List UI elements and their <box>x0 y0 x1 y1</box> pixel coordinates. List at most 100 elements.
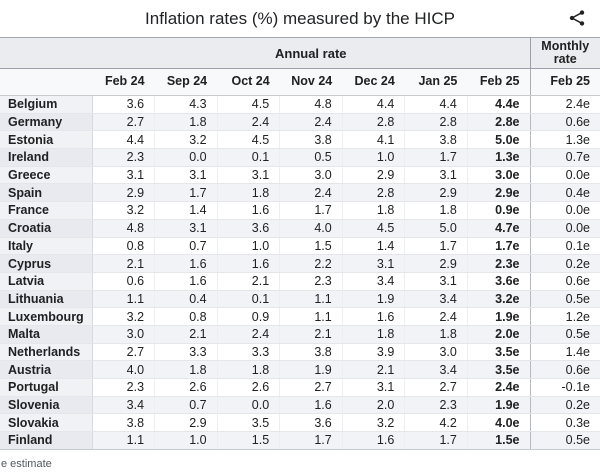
country-label: Malta <box>0 325 93 344</box>
country-label: Luxembourg <box>0 307 93 326</box>
table-row: Spain 2.9 1.7 1.8 2.4 2.8 2.9 2.9e 0.4e <box>0 183 600 203</box>
annual-value: 3.0 <box>92 325 155 344</box>
country-label: Portugal <box>0 378 93 397</box>
annual-value: 3.6 <box>216 219 280 238</box>
annual-feb25-value: 2.0e <box>466 325 530 344</box>
annual-feb25-value: 3.0e <box>466 166 530 185</box>
annual-feb25-value: 1.7e <box>466 237 530 256</box>
annual-value: 3.3 <box>216 343 280 362</box>
table-row: Netherlands 2.7 3.3 3.3 3.8 3.9 3.0 3.5e 1.4e <box>0 343 600 362</box>
annual-value: 2.9 <box>92 183 155 203</box>
annual-value: 1.1 <box>92 290 155 309</box>
annual-value: 2.7 <box>92 113 155 132</box>
monthly-value: 1.2e <box>529 307 600 326</box>
monthly-value: 0.0e <box>529 166 600 185</box>
annual-value: 1.8 <box>154 113 218 132</box>
annual-value: 3.2 <box>341 413 405 433</box>
monthly-value: 0.7e <box>529 148 600 167</box>
annual-value: 3.5 <box>216 413 280 433</box>
annual-feb25-value: 2.8e <box>466 113 530 132</box>
country-label: Belgium <box>0 95 93 114</box>
monthly-value: 2.4e <box>529 95 600 114</box>
annual-value: 2.8 <box>341 113 405 132</box>
column-header-dec24: Dec 24 <box>342 68 405 96</box>
annual-value: 1.6 <box>341 307 405 326</box>
country-label: Slovakia <box>0 413 93 433</box>
country-label: Austria <box>0 360 93 379</box>
annual-value: 1.0 <box>216 237 280 256</box>
annual-value: 3.8 <box>279 343 343 362</box>
annual-value: 0.1 <box>216 290 280 309</box>
annual-feb25-value: 1.9e <box>466 307 530 326</box>
header-month-row: Feb 24 Sep 24 Oct 24 Nov 24 Dec 24 Jan 2… <box>0 68 600 96</box>
annual-value: 1.6 <box>341 431 405 450</box>
monthly-value: 0.5e <box>529 325 600 344</box>
monthly-value: 1.3e <box>529 130 600 150</box>
table-row: Cyprus 2.1 1.6 1.6 2.2 3.1 2.9 2.3e 0.2e <box>0 254 600 273</box>
annual-value: 3.1 <box>341 254 405 273</box>
column-header-feb24: Feb 24 <box>92 68 155 96</box>
monthly-value: 0.5e <box>529 290 600 309</box>
annual-value: 1.6 <box>216 254 280 273</box>
annual-value: 1.6 <box>154 254 218 273</box>
annual-feb25-value: 2.3e <box>466 254 530 273</box>
country-label: Greece <box>0 166 93 185</box>
table-row: Slovenia 3.4 0.7 0.0 1.6 2.0 2.3 1.9e 0.2e <box>0 396 600 415</box>
annual-value: 0.6 <box>92 272 155 291</box>
annual-value: 1.1 <box>279 290 343 309</box>
table-row: Belgium 3.6 4.3 4.5 4.8 4.4 4.4 4.4e 2.4e <box>0 95 600 114</box>
annual-feb25-value: 3.2e <box>466 290 530 309</box>
annual-value: 4.4 <box>404 95 468 114</box>
annual-value: 2.9 <box>404 254 468 273</box>
country-label: Germany <box>0 113 93 132</box>
annual-value: 3.8 <box>404 130 468 150</box>
table-row: Portugal 2.3 2.6 2.6 2.7 3.1 2.7 2.4e -0.1e <box>0 378 600 397</box>
monthly-value: -0.1e <box>529 378 600 397</box>
country-label: Netherlands <box>0 343 93 362</box>
annual-value: 4.3 <box>154 95 218 114</box>
table-row: Malta 3.0 2.1 2.4 2.1 1.8 1.8 2.0e 0.5e <box>0 325 600 344</box>
annual-value: 3.1 <box>404 166 468 185</box>
annual-value: 3.3 <box>154 343 218 362</box>
annual-value: 1.7 <box>279 431 343 450</box>
annual-value: 3.4 <box>341 272 405 291</box>
annual-value: 2.0 <box>341 396 405 415</box>
annual-value: 3.1 <box>154 219 218 238</box>
annual-value: 0.0 <box>216 396 280 415</box>
annual-value: 2.2 <box>279 254 343 273</box>
annual-rate-header: Annual rate <box>92 37 530 69</box>
annual-value: 2.4 <box>404 307 468 326</box>
annual-feb25-value: 2.9e <box>466 183 530 203</box>
annual-value: 3.0 <box>404 343 468 362</box>
annual-value: 1.9 <box>341 290 405 309</box>
monthly-value: 0.1e <box>529 237 600 256</box>
annual-value: 3.1 <box>341 378 405 397</box>
annual-value: 1.9 <box>279 360 343 379</box>
annual-value: 2.7 <box>92 343 155 362</box>
annual-value: 1.6 <box>216 201 280 220</box>
annual-feb25-value: 4.0e <box>466 413 530 433</box>
country-label: Latvia <box>0 272 93 291</box>
annual-value: 3.6 <box>92 95 155 114</box>
estimate-footnote: e estimate <box>1 457 52 470</box>
annual-feb25-value: 2.4e <box>466 378 530 397</box>
annual-value: 4.4 <box>341 95 405 114</box>
annual-value: 1.8 <box>404 325 468 344</box>
annual-value: 3.2 <box>92 307 155 326</box>
annual-value: 2.9 <box>404 183 468 203</box>
share-icon[interactable] <box>567 8 587 28</box>
annual-feb25-value: 4.4e <box>466 95 530 114</box>
annual-value: 2.1 <box>341 360 405 379</box>
table-row: Luxembourg 3.2 0.8 0.9 1.1 1.6 2.4 1.9e 1.2e <box>0 307 600 326</box>
annual-value: 3.1 <box>216 166 280 185</box>
annual-value: 1.7 <box>404 148 468 167</box>
annual-value: 3.2 <box>154 130 218 150</box>
annual-value: 2.1 <box>92 254 155 273</box>
monthly-value: 0.0e <box>529 201 600 220</box>
annual-feb25-value: 1.5e <box>466 431 530 450</box>
annual-value: 3.1 <box>154 166 218 185</box>
annual-value: 0.0 <box>154 148 218 167</box>
monthly-value: 0.6e <box>529 272 600 291</box>
annual-value: 1.7 <box>279 201 343 220</box>
annual-value: 5.0 <box>404 219 468 238</box>
